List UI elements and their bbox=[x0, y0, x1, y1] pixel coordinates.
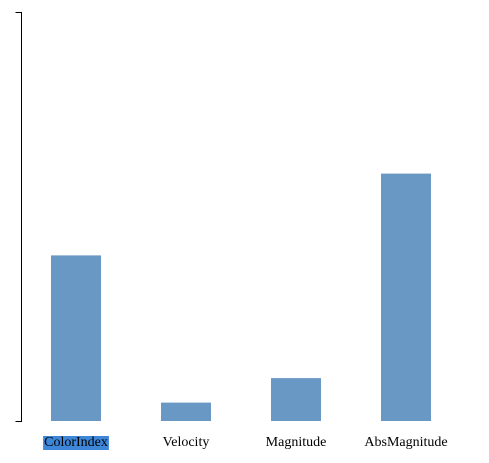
bar-colorindex[interactable] bbox=[51, 255, 101, 421]
x-tick-label-absmagnitude: AbsMagnitude bbox=[364, 435, 447, 450]
x-tick-label-velocity: Velocity bbox=[163, 435, 210, 450]
bar-magnitude[interactable] bbox=[271, 378, 321, 421]
text-selection-highlight bbox=[43, 436, 109, 450]
bar-velocity[interactable] bbox=[161, 402, 211, 421]
x-tick-label-colorindex: ColorIndex bbox=[44, 435, 108, 450]
bar-absmagnitude[interactable] bbox=[381, 173, 431, 421]
x-tick-label-magnitude: Magnitude bbox=[266, 435, 327, 450]
x-tick-labels: ColorIndex Velocity Magnitude AbsMagnitude bbox=[43, 435, 448, 450]
y-axis bbox=[15, 12, 22, 422]
bars-group bbox=[51, 173, 431, 421]
